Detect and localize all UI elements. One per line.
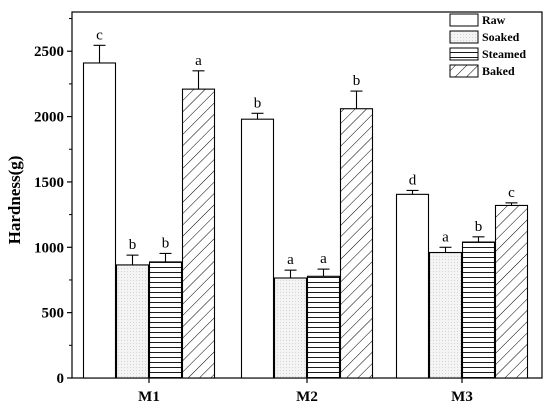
- significance-label: a: [320, 251, 327, 267]
- bar-baked-m2: [339, 108, 374, 379]
- bar-raw-m1: [82, 62, 117, 379]
- y-tick-label: 2000: [34, 110, 64, 126]
- legend-swatch-steamed: [449, 47, 479, 61]
- legend-swatch-soaked: [449, 30, 479, 44]
- y-tick-label: 0: [57, 371, 65, 387]
- y-tick-label: 1000: [34, 240, 64, 256]
- significance-label: b: [254, 95, 262, 111]
- bar-steamed-m1: [148, 261, 183, 379]
- y-axis-label: Hardness(g): [5, 156, 24, 245]
- significance-label: a: [442, 229, 449, 245]
- x-tick-label: M3: [451, 389, 473, 405]
- bar-raw-m3: [395, 193, 430, 379]
- significance-label: c: [508, 185, 515, 201]
- significance-label: c: [96, 27, 103, 43]
- significance-label: b: [475, 219, 483, 235]
- bar-baked-m1: [181, 88, 216, 379]
- bar-soaked-m3: [428, 251, 463, 379]
- significance-label: b: [162, 235, 170, 251]
- bar-raw-m2: [240, 118, 275, 379]
- significance-label: d: [409, 172, 417, 188]
- x-tick-label: M2: [296, 389, 318, 405]
- bar-steamed-m2: [306, 275, 341, 379]
- legend-label-raw: Raw: [482, 13, 506, 27]
- legend: Raw Soaked Steamed Baked: [449, 13, 526, 78]
- bar-soaked-m2: [273, 277, 308, 379]
- bar-steamed-m3: [461, 241, 496, 379]
- y-tick-label: 1500: [34, 175, 64, 191]
- bar-soaked-m1: [115, 264, 150, 379]
- significance-label: b: [129, 237, 137, 253]
- significance-label: a: [287, 252, 294, 268]
- legend-swatch-baked: [449, 64, 479, 78]
- legend-label-baked: Baked: [482, 64, 515, 78]
- significance-label: a: [195, 53, 202, 69]
- bar-baked-m3: [494, 204, 529, 379]
- legend-label-steamed: Steamed: [482, 47, 526, 61]
- legend-label-soaked: Soaked: [482, 30, 520, 44]
- x-tick-label: M1: [138, 389, 160, 405]
- legend-swatch-raw: [449, 13, 479, 27]
- significance-label: b: [353, 73, 361, 89]
- y-tick-label: 500: [42, 306, 65, 322]
- y-tick-label: 2500: [34, 44, 64, 60]
